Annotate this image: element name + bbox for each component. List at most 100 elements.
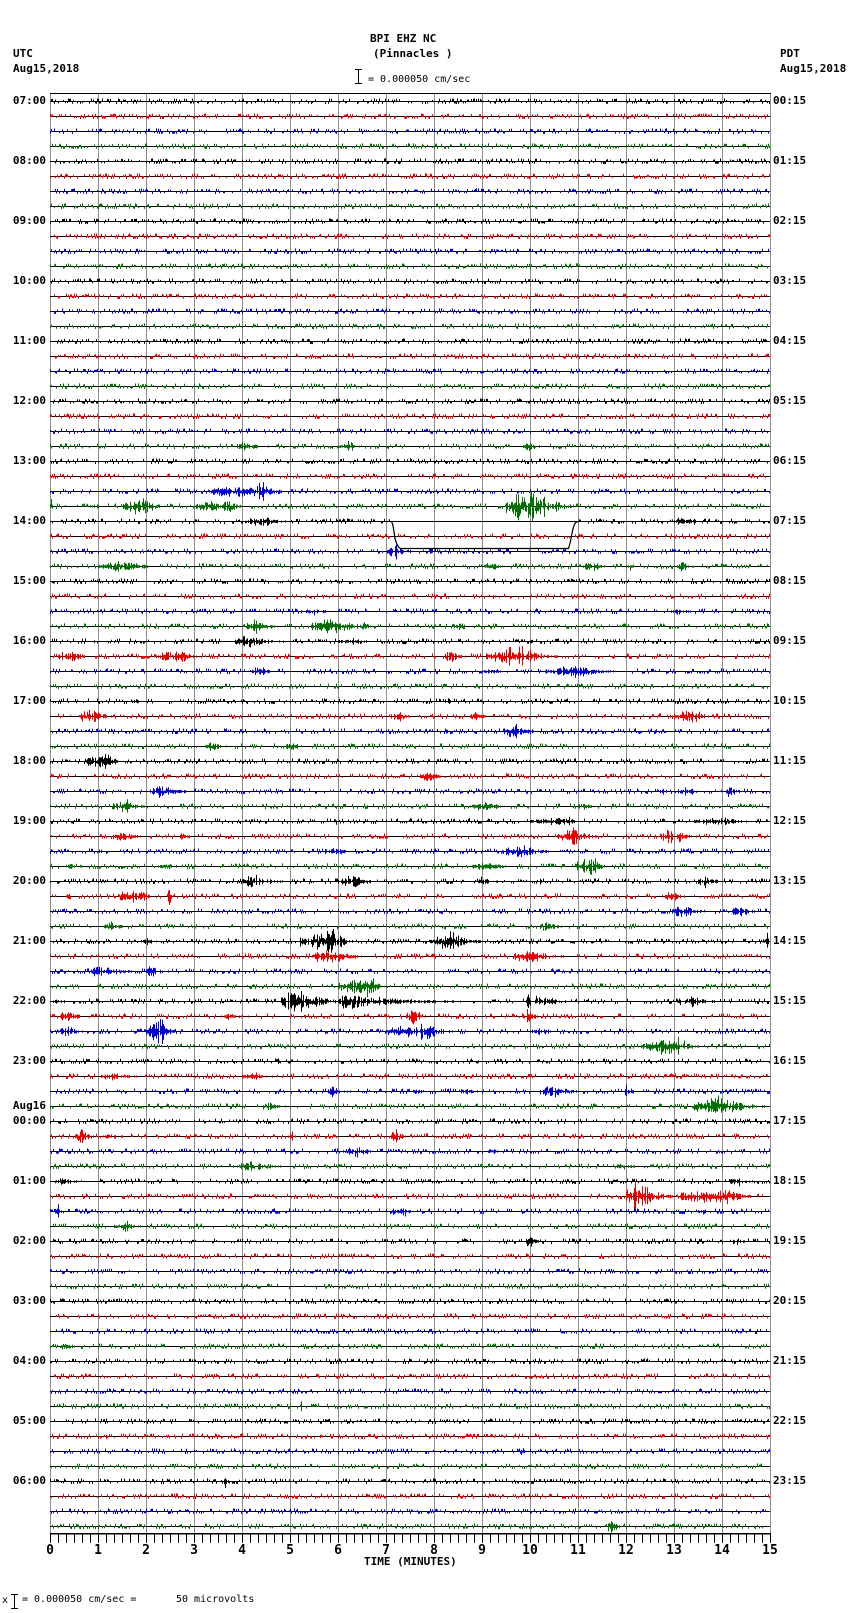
trace-row-84 [50, 1358, 768, 1365]
x-tick-label: 12 [618, 1543, 634, 1558]
pdt-hour-label: 18:15 [773, 1174, 807, 1187]
pdt-hour-label: 12:15 [773, 814, 807, 827]
trace-row-29 [50, 533, 770, 540]
trace-row-65 [50, 1072, 768, 1081]
x-tick-label: 13 [666, 1543, 682, 1558]
pdt-hour-label: 03:15 [773, 274, 807, 287]
pdt-hour-label: 21:15 [773, 1354, 807, 1367]
trace-row-82 [56, 1328, 767, 1335]
trace-row-74 [50, 1204, 769, 1218]
trace-row-80 [50, 1298, 770, 1305]
trace-row-1 [50, 113, 768, 119]
utc-hour-label: 10:00 [12, 274, 46, 287]
trace-row-9 [54, 233, 770, 240]
pdt-hour-label: 13:15 [773, 874, 807, 887]
trace-row-3 [52, 143, 770, 150]
trace-row-6 [55, 188, 769, 195]
trace-row-38 [50, 666, 770, 678]
date-change-label: Aug16 [12, 1099, 46, 1112]
trace-row-60 [53, 991, 769, 1012]
trace-row-56 [53, 928, 769, 953]
trace-row-59 [52, 978, 770, 998]
utc-hour-label: 18:00 [12, 754, 46, 767]
trace-row-21 [50, 413, 770, 420]
x-tick-label: 15 [762, 1543, 778, 1558]
trace-row-92 [50, 1478, 770, 1488]
trace-row-4 [55, 158, 770, 165]
trace-row-11 [50, 263, 768, 270]
trace-row-70 [51, 1147, 770, 1158]
utc-hour-label: 09:00 [12, 214, 46, 227]
trace-row-76 [53, 1237, 770, 1247]
trace-row-5 [50, 173, 770, 180]
left-timezone: UTC [13, 47, 33, 60]
utc-hour-label: 02:00 [12, 1234, 46, 1247]
utc-hour-label: 15:00 [12, 574, 46, 587]
pdt-hour-label: 15:15 [773, 994, 807, 1007]
trace-row-10 [51, 248, 769, 255]
trace-row-58 [52, 966, 770, 977]
x-tick-label: 10 [522, 1543, 538, 1558]
x-tick-label: 6 [334, 1543, 342, 1558]
trace-row-31 [50, 561, 768, 572]
trace-row-44 [50, 754, 768, 769]
footer-scale-label: = 0.000050 cm/sec = [22, 1594, 137, 1605]
utc-hour-label: 11:00 [12, 334, 46, 347]
trace-row-69 [51, 1129, 769, 1144]
utc-hour-label: 17:00 [12, 694, 46, 707]
x-tick-label: 11 [570, 1543, 586, 1558]
trace-row-83 [50, 1343, 767, 1350]
trace-row-17 [55, 353, 769, 360]
utc-hour-label: 03:00 [12, 1294, 46, 1307]
footer-scale-bar-icon [11, 1594, 18, 1609]
trace-row-27 [50, 490, 764, 522]
trace-row-14 [54, 308, 770, 315]
utc-hour-label: 19:00 [12, 814, 46, 827]
x-tick-label: 14 [714, 1543, 730, 1558]
trace-row-62 [50, 1018, 770, 1044]
pdt-hour-label: 09:15 [773, 634, 807, 647]
trace-row-42 [52, 723, 769, 739]
trace-row-52 [50, 874, 770, 889]
trace-row-22 [50, 428, 768, 435]
trace-row-40 [50, 698, 769, 705]
pdt-hour-label: 05:15 [773, 394, 807, 407]
utc-hour-label: 23:00 [12, 1054, 46, 1067]
utc-hour-label: 21:00 [12, 934, 46, 947]
utc-hour-label: 05:00 [12, 1414, 46, 1427]
station-title: BPI EHZ NC [370, 32, 437, 45]
trace-row-36 [52, 636, 770, 648]
trace-row-55 [51, 921, 768, 931]
footer-mark: x [2, 1595, 9, 1606]
pdt-hour-label: 10:15 [773, 694, 807, 707]
trace-row-66 [56, 1084, 770, 1098]
trace-row-32 [52, 578, 770, 585]
minute-gridlines [50, 93, 771, 1533]
scale-bar-icon [355, 69, 362, 84]
trace-row-16 [57, 338, 767, 345]
x-tick-label: 2 [142, 1543, 150, 1558]
x-tick-label: 7 [382, 1543, 390, 1558]
trace-row-0 [51, 98, 770, 105]
pdt-hour-label: 01:15 [773, 154, 807, 167]
trace-row-47 [50, 799, 769, 813]
x-tick-label: 3 [190, 1543, 198, 1558]
right-timezone: PDT [780, 47, 800, 60]
trace-row-67 [50, 1095, 765, 1113]
trace-row-19 [51, 383, 770, 390]
utc-hour-label: 06:00 [12, 1474, 46, 1487]
trace-row-2 [50, 128, 769, 135]
trace-row-77 [51, 1253, 770, 1260]
trace-row-43 [52, 742, 770, 751]
pdt-hour-label: 20:15 [773, 1294, 807, 1307]
utc-hour-label: 00:00 [12, 1114, 46, 1127]
trace-row-30 [51, 544, 770, 560]
trace-row-25 [50, 473, 766, 480]
utc-hour-label: 22:00 [12, 994, 46, 1007]
trace-row-79 [51, 1283, 769, 1290]
trace-row-26 [50, 482, 770, 501]
utc-hour-label: 01:00 [12, 1174, 46, 1187]
left-date: Aug15,2018 [13, 62, 80, 75]
trace-row-87 [54, 1401, 770, 1412]
x-tick-label: 9 [478, 1543, 486, 1558]
